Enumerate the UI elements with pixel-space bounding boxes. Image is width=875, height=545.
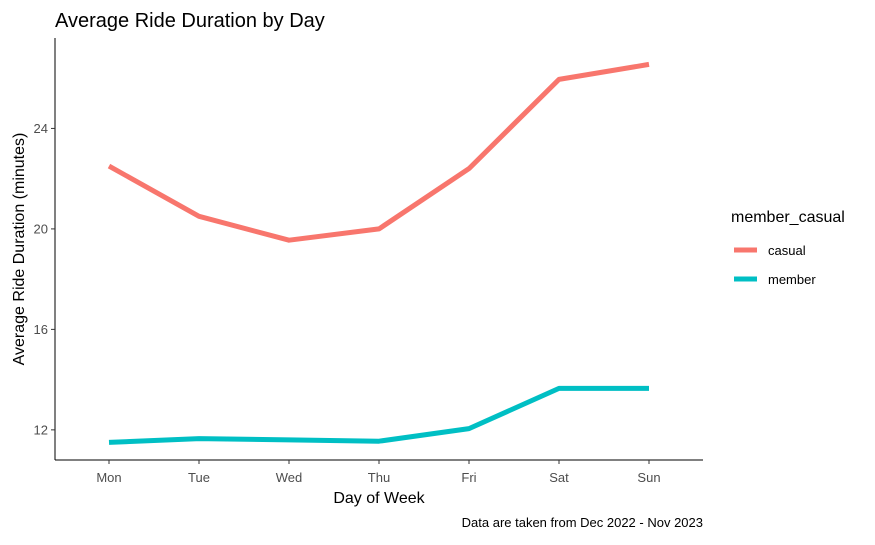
x-tick-label: Sun xyxy=(637,470,660,485)
legend-items: casual member xyxy=(734,243,816,287)
x-tick-label: Mon xyxy=(96,470,121,485)
legend-label-member: member xyxy=(768,272,816,287)
chart-title: Average Ride Duration by Day xyxy=(55,10,325,32)
legend: member_casual casual member xyxy=(731,209,845,287)
x-axis-ticks: Mon Tue Wed Thu Fri Sat Sun xyxy=(96,460,661,485)
chart-caption: Data are taken from Dec 2022 - Nov 2023 xyxy=(462,515,703,530)
y-axis-title: Average Ride Duration (minutes) xyxy=(11,133,28,366)
x-tick-label: Wed xyxy=(276,470,303,485)
x-tick-label: Tue xyxy=(188,470,210,485)
y-axis-ticks: 12 16 20 24 xyxy=(34,121,55,437)
y-tick-label: 12 xyxy=(34,422,48,437)
plot-area: 12 16 20 24 Mon Tue Wed Thu Fri Sat Sun xyxy=(34,38,703,485)
y-tick-label: 24 xyxy=(34,121,48,136)
y-tick-label: 16 xyxy=(34,322,48,337)
x-axis-title: Day of Week xyxy=(333,490,425,507)
legend-title: member_casual xyxy=(731,209,845,226)
y-tick-label: 20 xyxy=(34,221,48,236)
legend-label-casual: casual xyxy=(768,243,806,258)
x-tick-label: Fri xyxy=(461,470,476,485)
x-tick-label: Sat xyxy=(549,470,569,485)
series-line-casual xyxy=(107,61,650,243)
series-lines xyxy=(107,61,650,445)
series-line-member xyxy=(108,385,649,445)
x-tick-label: Thu xyxy=(368,470,390,485)
